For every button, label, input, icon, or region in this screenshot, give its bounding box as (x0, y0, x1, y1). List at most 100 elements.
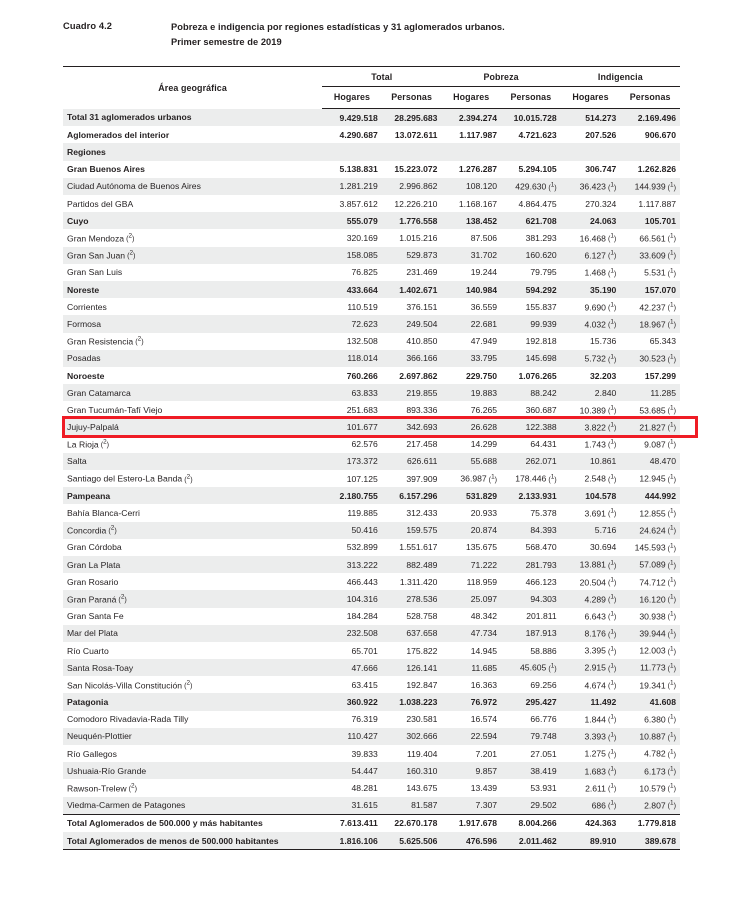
footnote-marker: (1) (605, 353, 617, 364)
table-row[interactable]: Bahía Blanca-Cerri 119.885 312.433 20.933 75… (63, 504, 680, 521)
cell-value: 366.166 (381, 349, 442, 367)
cell-value: 6.643 (1) (584, 610, 617, 622)
cell-value: 10.887 (1) (620, 727, 680, 746)
table-row[interactable]: Rawson-Trelew (2) 48.281 143.675 13.439 53.9… (63, 779, 680, 796)
cell-value: 466.123 (525, 576, 557, 587)
row-label: Ciudad Autónoma de Buenos Aires (63, 177, 323, 196)
cell-value (620, 143, 680, 161)
table-row[interactable]: Río Gallegos 39.833 119.404 7.201 27.051 1.27… (63, 745, 680, 762)
column-header-total-hogares: Hogares (322, 86, 382, 110)
cell-value: 20.874 (441, 521, 502, 539)
table-row[interactable]: Concordia (2) 50.416 159.575 20.874 84.393 5.… (63, 521, 680, 539)
table-body: Total 31 aglomerados urbanos 9.429.518 28.… (63, 108, 680, 851)
footnote-marker: (1) (665, 645, 676, 656)
table-row[interactable]: Total Aglomerados de menos de 500.000 ha… (63, 831, 680, 851)
table-row[interactable]: Ciudad Autónoma de Buenos Aires 1.281.219… (63, 177, 680, 196)
cell-value: 110.519 (347, 301, 378, 312)
table-row[interactable]: Cuyo 555.079 1.776.558 138.452 621.708 24.063… (63, 212, 680, 230)
row-label: Gran Paraná (2) (63, 590, 323, 608)
table-row[interactable]: Salta 173.372 626.611 55.688 262.071 10.861 48… (63, 452, 680, 471)
row-label: Noreste (63, 280, 323, 299)
table-row[interactable]: Gran Mendoza (2) 320.169 1.015.216 87.506 38… (63, 229, 680, 246)
table-row[interactable]: Gran San Luis 76.825 231.469 19.244 79.795 1.… (63, 264, 680, 281)
cell-value: 9.690 (1) (584, 301, 617, 312)
table-row[interactable]: La Rioja (2) 62.576 217.458 14.299 64.431 1.7… (63, 436, 680, 453)
cell-value: 118.959 (466, 576, 498, 587)
row-label: Corrientes (67, 301, 107, 312)
table-row[interactable]: Neuquén-Plottier 110.427 302.666 22.594 79.7… (63, 727, 680, 746)
table-row[interactable]: Gran Córdoba 532.899 1.551.617 135.675 568.4… (63, 539, 680, 556)
footnote-marker: (2) (125, 249, 136, 261)
header-group-row: Área geográfica Total Pobreza Indigencia (63, 66, 680, 109)
table-row[interactable]: Gran La Plata 313.222 882.489 71.222 281.793… (63, 555, 680, 574)
table-row[interactable]: Pampeana 2.180.755 6.157.296 531.829 2.133.9… (63, 487, 680, 505)
cell-value: 30.523 (1) (620, 349, 680, 367)
table-row[interactable]: Aglomerados del interior 4.290.687 13.072.… (63, 126, 680, 143)
cell-value: 31.615 (322, 796, 382, 815)
cell-value: 135.675 (465, 542, 498, 553)
table-row[interactable]: Gran Tucumán-Tafí Viejo 251.683 893.336 76.… (63, 401, 680, 418)
row-label: Gran San Juan (2) (63, 246, 323, 264)
row-label: Río Cuarto (67, 645, 109, 656)
cell-value: 48.281 (351, 783, 378, 793)
row-label: Regiones (63, 143, 323, 161)
footnote-marker: (1) (605, 765, 617, 776)
column-header-pobreza-hogares: Hogares (441, 86, 502, 110)
table-row[interactable]: Gran San Juan (2) 158.085 529.873 31.702 160… (63, 246, 680, 264)
table-row[interactable]: Formosa 72.623 249.504 22.681 99.939 4.032 (1… (63, 315, 680, 333)
footnote-marker: (1) (546, 181, 557, 192)
cell-value: 637.658 (381, 624, 442, 642)
table-row[interactable]: Río Cuarto 65.701 175.822 14.945 58.886 3.395… (63, 642, 680, 659)
table-row[interactable]: Total Aglomerados de 500.000 y más habit… (63, 813, 680, 832)
cell-value: 2.840 (560, 384, 621, 402)
table-row[interactable]: Comodoro Rivadavia-Rada Tilly 76.319 230.5… (63, 711, 680, 728)
table-row[interactable]: Mar del Plata 232.508 637.658 47.734 187.913… (63, 624, 680, 642)
title-line-1: Pobreza e indigencia por regiones estadí… (171, 22, 505, 32)
cell-value: 38.419 (501, 762, 561, 780)
table-row[interactable]: Ushuaia-Río Grande 54.447 160.310 9.857 38.4… (63, 762, 680, 780)
table-row[interactable]: Patagonia 360.922 1.038.223 76.972 295.427 11… (63, 693, 680, 711)
table-row[interactable]: Santa Rosa-Toay 47.666 126.141 11.685 45.605… (63, 659, 680, 677)
table-row[interactable]: Jujuy-Palpalá 101.677 342.693 26.628 122.388… (63, 418, 680, 436)
table-row[interactable]: Noreste 433.664 1.402.671 140.984 594.292 35.… (63, 280, 680, 299)
table-row[interactable]: Gran Resistencia (2) 132.508 410.850 47.949… (63, 333, 680, 350)
table-row[interactable]: Partidos del GBA 3.857.612 12.226.210 1.168… (63, 195, 680, 212)
table-row[interactable]: Regiones (63, 143, 680, 161)
cell-value: 84.393 (501, 521, 561, 539)
table-row[interactable]: Noroeste 760.266 2.697.862 229.750 1.076.265… (63, 367, 680, 384)
table-row[interactable]: Gran Buenos Aires 5.138.831 15.223.072 1.27… (63, 161, 680, 178)
table-row[interactable]: Corrientes 110.519 376.151 36.559 155.837 9.6… (63, 298, 680, 315)
table-row[interactable]: Gran Catamarca 63.833 219.855 19.883 88.242 2… (63, 384, 680, 402)
cell-value: 16.468 (1) (579, 232, 617, 244)
cell-value: 1.015.216 (399, 233, 438, 243)
cell-value: 626.611 (381, 452, 442, 471)
footnote-marker: (1) (605, 731, 617, 742)
cell-value: 39.944 (1) (620, 624, 680, 642)
cell-value: 145.698 (501, 349, 561, 367)
table-row[interactable]: Santiago del Estero-La Banda (2) 107.125 3… (63, 470, 680, 487)
cell-value: 19.244 (470, 267, 498, 278)
row-label: Noroeste (67, 370, 105, 381)
footnote-marker: (2) (182, 679, 193, 691)
cell-value: 251.683 (346, 404, 378, 415)
table-row[interactable]: Posadas 118.014 366.166 33.795 145.698 5.732 … (63, 349, 680, 367)
cell-value: 5.625.506 (381, 831, 442, 851)
table-row[interactable]: San Nicolás-Villa Constitución (2) 63.415… (63, 676, 680, 693)
table-row[interactable]: Gran Rosario 466.443 1.311.420 118.959 466.1… (63, 573, 680, 590)
cell-value: 30.938 (1) (639, 610, 676, 622)
row-label: Pampeana (63, 487, 323, 505)
cell-value: 5.716 (560, 521, 621, 539)
table-row[interactable]: Gran Santa Fe 184.284 528.758 48.342 201.811… (63, 608, 680, 625)
table-row[interactable]: Total 31 aglomerados urbanos 9.429.518 28.… (63, 108, 680, 127)
cell-value: 686 (1) (560, 796, 621, 815)
cell-value: 87.506 (470, 233, 498, 243)
cell-value: 173.372 (322, 452, 382, 471)
cell-value: 47.949 (470, 336, 498, 347)
footnote-marker: (1) (665, 628, 676, 639)
cell-value: 201.811 (526, 611, 557, 622)
cell-value: 6.173 (1) (620, 762, 680, 780)
cell-value: 33.609 (1) (620, 246, 680, 264)
cell-value: 42.237 (1) (639, 301, 676, 312)
table-row[interactable]: Viedma-Carmen de Patagones 31.615 81.587 7.… (63, 796, 680, 815)
table-row[interactable]: Gran Paraná (2) 104.316 278.536 25.097 94.30… (63, 590, 680, 608)
